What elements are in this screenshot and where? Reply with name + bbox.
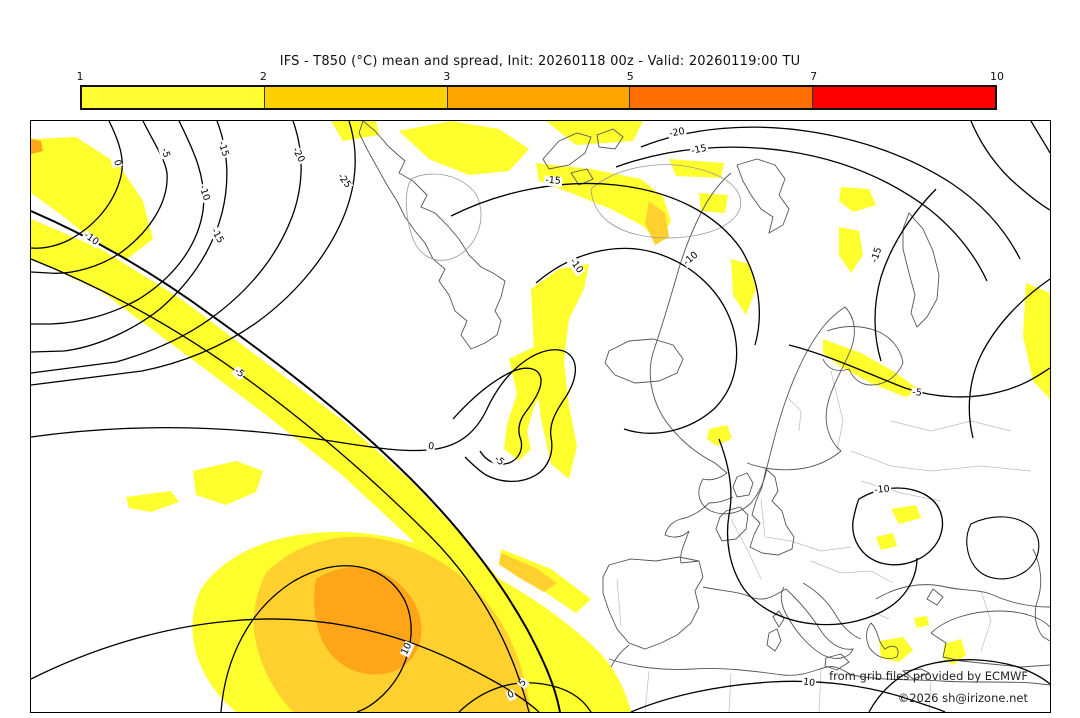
colorbar-tick-label: 10: [990, 70, 1004, 83]
colorbar-tick-label: 1: [76, 70, 84, 83]
colorbar-segment: [630, 87, 814, 108]
colorbar-tick-label: 2: [259, 70, 267, 83]
spread-shading-low: [31, 121, 1050, 712]
contour-value-label: -10: [872, 483, 892, 496]
colorbar-tick-label: 7: [810, 70, 818, 83]
spread-shading-high: [31, 139, 422, 675]
colorbar-segment: [82, 87, 265, 108]
colorbar-segment: [264, 87, 448, 108]
colorbar: 1 2 3 5 7 10: [76, 70, 1005, 114]
contour-value-label: -5: [910, 386, 924, 399]
chart-title: IFS - T850 (°C) mean and spread, Init: 2…: [279, 54, 801, 69]
colorbar-scale: [80, 85, 997, 110]
ice-edge-contours: [405, 164, 741, 261]
spread-shading-mid: [253, 201, 669, 712]
colorbar-tick-labels: 1 2 3 5 7 10: [76, 70, 1005, 84]
contour-value-label: 0: [426, 440, 436, 453]
colorbar-tick-label: 5: [626, 70, 634, 83]
coastlines: [358, 121, 1050, 686]
colorbar-segment: [447, 87, 631, 108]
map-panel: 0 -5 -15 -20 -25 -10 -15 -10 -5 -15 -10 -10 -20 -15 -1…: [30, 120, 1051, 713]
copyright-text: ©2026 sh@irizone.net: [897, 691, 1028, 705]
colorbar-segment: [813, 87, 995, 108]
colorbar-tick-label: 3: [443, 70, 451, 83]
contour-value-label: -15: [543, 174, 563, 187]
attribution-text: from grib files provided by ECMWF: [829, 669, 1028, 683]
weather-map-svg: [31, 121, 1050, 712]
country-borders: [616, 370, 1032, 712]
contour-value-label: 10: [801, 676, 817, 690]
